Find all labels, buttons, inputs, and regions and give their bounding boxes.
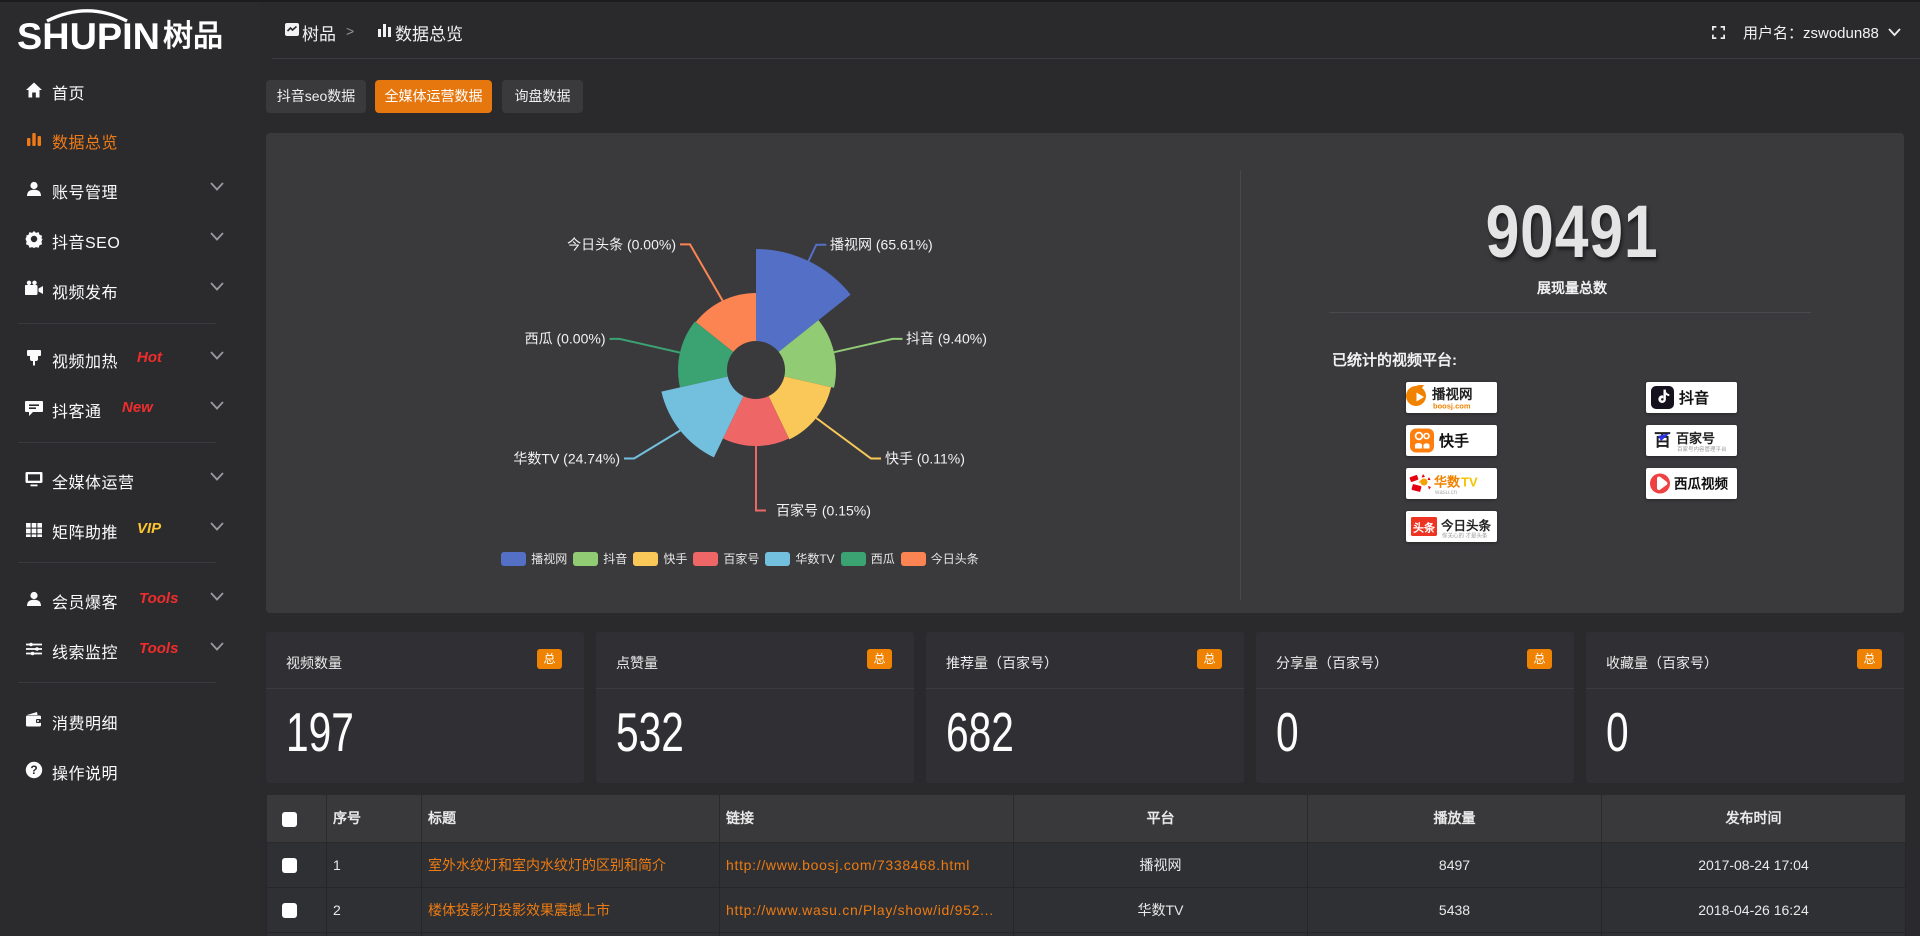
svg-text:wasu.cn: wasu.cn (1434, 490, 1457, 496)
svg-text:播视网 (65.61%): 播视网 (65.61%) (830, 237, 933, 253)
svg-text:播视网: 播视网 (1432, 386, 1473, 402)
svg-text:百家号内容管理平台: 百家号内容管理平台 (1677, 445, 1727, 453)
svg-text:今日头条 (0.00%): 今日头条 (0.00%) (567, 237, 676, 253)
svg-text:华数TV (24.74%): 华数TV (24.74%) (513, 450, 620, 466)
svg-text:百家号 (0.15%): 百家号 (0.15%) (776, 502, 871, 518)
svg-text:树品: 树品 (163, 20, 223, 53)
svg-text:抖音: 抖音 (1679, 389, 1709, 407)
svg-text:头条: 头条 (1413, 521, 1436, 535)
svg-text:?: ? (30, 763, 37, 777)
svg-text:你关心的 才是头条: 你关心的 才是头条 (1442, 532, 1488, 540)
svg-text:快手 (0.11%): 快手 (0.11%) (885, 450, 965, 466)
svg-text:今日头条: 今日头条 (1440, 518, 1492, 533)
svg-text:快手: 快手 (1439, 432, 1469, 450)
svg-text:华数: 华数 (1434, 475, 1461, 490)
svg-text:boosj.com: boosj.com (1433, 402, 1471, 411)
svg-text:百家号: 百家号 (1676, 431, 1715, 446)
svg-text:TV: TV (1461, 475, 1478, 490)
svg-text:SHUPIN: SHUPIN (17, 16, 160, 57)
svg-text:西瓜视频: 西瓜视频 (1674, 476, 1728, 492)
svg-text:西瓜 (0.00%): 西瓜 (0.00%) (525, 331, 606, 347)
svg-text:抖音 (9.40%): 抖音 (9.40%) (906, 331, 987, 347)
